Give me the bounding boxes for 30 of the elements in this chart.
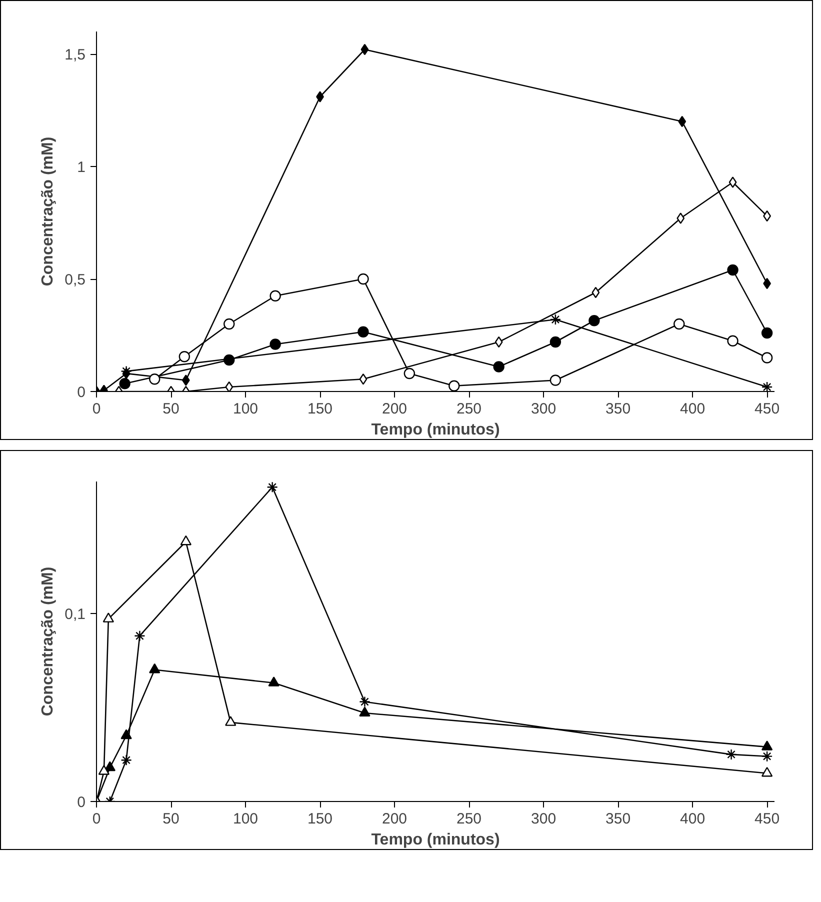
x-tick-label: 300 [531,400,556,418]
y-tick-label: 0 [77,384,86,401]
x-tick-label: 50 [162,400,180,418]
x-axis-title: Tempo (minutos) [371,832,500,848]
y-axis-title: Concentração (mM) [40,136,57,286]
x-tick-label: 350 [606,810,631,828]
x-tick-label: 400 [680,400,706,418]
x-tick-label: 450 [754,810,780,828]
x-tick-label: 300 [531,810,556,828]
x-tick-label: 200 [382,400,408,418]
y-tick-label: 0,1 [64,606,86,623]
y-tick-label: 0,5 [64,272,86,288]
x-tick-label: 200 [382,810,408,828]
x-tick-label: 100 [233,810,258,828]
x-tick-label: 100 [233,400,258,418]
x-axis-title: Tempo (minutos) [371,422,500,438]
x-tick-label: 150 [308,400,333,418]
x-tick-label: 50 [162,810,180,828]
x-tick-label: 250 [456,400,482,418]
y-tick-label: 0 [77,794,86,811]
x-tick-label: 0 [92,400,101,418]
y-axis-title: Concentração (mM) [40,566,57,716]
x-tick-label: 400 [680,810,706,828]
x-tick-label: 150 [308,810,333,828]
x-tick-label: 250 [456,810,482,828]
y-tick-label: 1 [77,159,86,176]
x-tick-label: 350 [606,400,631,418]
y-tick-label: 1,5 [64,46,86,64]
x-tick-label: 0 [92,810,101,828]
x-tick-label: 450 [754,400,780,418]
